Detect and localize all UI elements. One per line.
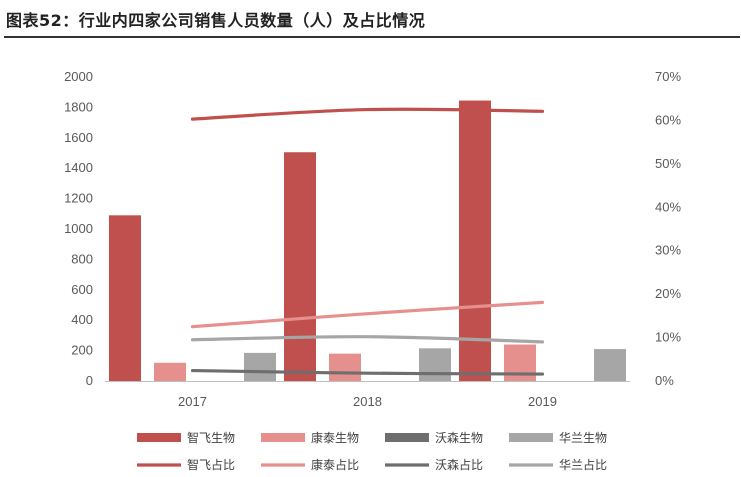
right-axis-tick-label: 30% — [655, 243, 681, 258]
right-axis-tick-label: 10% — [655, 330, 681, 345]
line-康泰占比 — [190, 300, 545, 329]
bar-华兰生物-2019 — [594, 349, 626, 381]
bar-智飞生物-2018 — [284, 152, 316, 381]
left-axis-tick-label: 2000 — [64, 69, 93, 84]
legend-swatch-康泰生物 — [261, 433, 305, 442]
x-axis-tick-label: 2017 — [178, 394, 207, 409]
x-axis-tick-label: 2018 — [353, 394, 382, 409]
x-axis-tick-label: 2019 — [528, 394, 557, 409]
title-underline — [4, 36, 740, 38]
legend-swatch-智飞生物 — [137, 433, 181, 442]
legend-label: 华兰占比 — [559, 457, 607, 472]
title-bar: 图表52：行业内四家公司销售人员数量（人）及占比情况 — [0, 0, 741, 40]
x-axis-ticks: 2017 2018 2019 — [178, 394, 557, 409]
bar-康泰生物-2017 — [154, 362, 186, 381]
bar-智飞生物-2017 — [109, 215, 141, 381]
left-axis-tick-label: 0 — [86, 373, 93, 388]
right-axis-tick-label: 50% — [655, 156, 681, 171]
legend-swatch-华兰生物 — [509, 433, 553, 442]
legend-label: 康泰占比 — [311, 457, 359, 472]
bar-series — [109, 100, 626, 381]
right-axis-tick-label: 60% — [655, 112, 681, 127]
right-axis-tick-label: 20% — [655, 286, 681, 301]
bar-康泰生物-2018 — [329, 353, 361, 381]
left-axis-tick-label: 1600 — [64, 130, 93, 145]
legend-label: 康泰生物 — [311, 430, 359, 445]
right-axis-tick-label: 40% — [655, 199, 681, 214]
legend-label: 智飞占比 — [187, 457, 235, 472]
right-axis-ticks: 0% 10% 20% 30% 40% 50% 60% 70% — [655, 69, 681, 388]
left-axis-tick-label: 200 — [71, 343, 93, 358]
legend-label: 沃森生物 — [435, 430, 483, 445]
bar-华兰生物-2017 — [244, 352, 276, 381]
left-axis-tick-label: 800 — [71, 251, 93, 266]
left-axis-tick-label: 1800 — [64, 99, 93, 114]
legend-label: 智飞生物 — [187, 430, 235, 445]
line-沃森占比 — [190, 368, 545, 376]
left-axis-tick-label: 1400 — [64, 160, 93, 175]
left-axis-tick-label: 400 — [71, 312, 93, 327]
line-series — [190, 107, 545, 376]
bar-智飞生物-2019 — [459, 100, 491, 381]
left-axis-tick-label: 1200 — [64, 191, 93, 206]
right-axis-tick-label: 70% — [655, 69, 681, 84]
left-axis-ticks: 0 200 400 600 800 1000 1200 1400 1600 1800 2000 — [64, 69, 93, 388]
chart-title: 图表52：行业内四家公司销售人员数量（人）及占比情况 — [6, 11, 426, 30]
line-华兰占比 — [190, 335, 545, 344]
left-axis-tick-label: 1000 — [64, 221, 93, 236]
legend-swatch-沃森生物 — [385, 433, 429, 442]
line-智飞占比 — [190, 107, 545, 121]
left-axis-tick-label: 600 — [71, 282, 93, 297]
right-axis-tick-label: 0% — [655, 373, 674, 388]
legend-label: 华兰生物 — [559, 431, 607, 445]
legend-label: 沃森占比 — [435, 457, 483, 472]
bar-华兰生物-2018 — [419, 348, 451, 381]
